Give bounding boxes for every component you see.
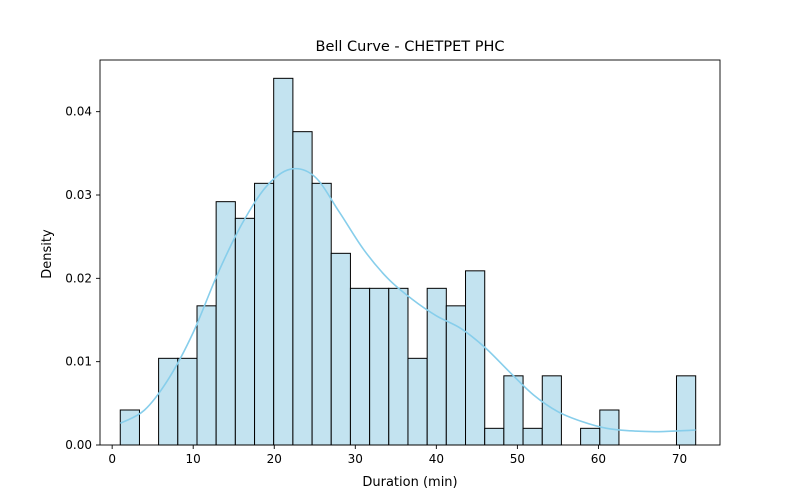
y-tick-label: 0.01 — [65, 355, 92, 369]
histogram-bar — [675, 375, 697, 446]
histogram-bar — [580, 427, 601, 446]
histogram-bar — [541, 375, 562, 446]
chart-title: Bell Curve - CHETPET PHC — [316, 39, 505, 55]
x-tick-label: 40 — [429, 452, 444, 466]
histogram-bar — [407, 357, 428, 446]
x-axis-ticks: 0 10 20 30 40 50 60 70 — [108, 445, 687, 466]
histogram-bar — [445, 305, 467, 446]
y-axis-label: Density — [40, 229, 55, 279]
x-tick-label: 70 — [672, 452, 687, 466]
histogram-bar — [292, 131, 313, 446]
y-tick-label: 0.03 — [65, 188, 92, 202]
histogram-bar — [254, 182, 275, 446]
histogram-bars — [119, 77, 697, 446]
x-tick-label: 50 — [510, 452, 525, 466]
histogram-bar — [158, 357, 179, 446]
x-tick-label: 20 — [267, 452, 282, 466]
histogram-bar — [234, 217, 256, 446]
histogram-bar — [273, 77, 294, 446]
histogram-bar — [177, 357, 198, 446]
x-tick-label: 10 — [186, 452, 201, 466]
x-tick-label: 0 — [108, 452, 116, 466]
y-tick-label: 0.04 — [65, 105, 92, 119]
histogram-bar — [388, 287, 409, 446]
x-axis-label: Duration (min) — [362, 475, 457, 490]
histogram-bar — [215, 201, 236, 446]
x-tick-label: 60 — [591, 452, 606, 466]
histogram-bar — [196, 305, 217, 446]
kde-curve — [119, 167, 696, 433]
histogram-bar — [349, 287, 371, 446]
plot-area — [99, 59, 721, 446]
y-tick-label: 0.02 — [65, 271, 92, 285]
histogram-bar — [369, 287, 390, 446]
axes-frame — [99, 59, 721, 446]
histogram-bar — [484, 427, 505, 446]
y-tick-label: 0.00 — [65, 438, 92, 452]
histogram-bar — [330, 252, 351, 446]
histogram-bar — [311, 182, 332, 446]
y-axis-ticks: 0.00 0.01 0.02 0.03 0.04 — [65, 105, 100, 452]
x-tick-label: 30 — [348, 452, 363, 466]
histogram-bar — [465, 270, 486, 446]
histogram-bar — [522, 427, 543, 446]
histogram-bar — [503, 375, 524, 446]
